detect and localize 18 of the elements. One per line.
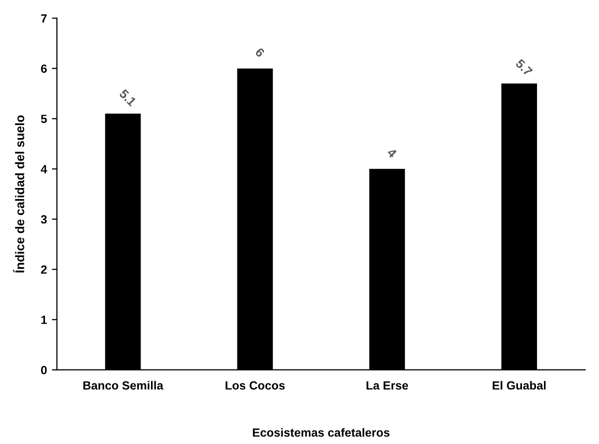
x-tick-label: Los Cocos xyxy=(226,381,285,390)
data-label: 5.1 xyxy=(118,88,137,107)
x-tick-label: Banco Semilla xyxy=(83,380,164,390)
y-tick-label: 1 xyxy=(41,316,47,324)
data-label: 6 xyxy=(254,47,266,58)
y-tick-label: 2 xyxy=(41,265,47,274)
x-tick-label: La Erse xyxy=(366,381,408,390)
x-axis-title: Ecosistemas cafetaleros xyxy=(252,428,390,437)
y-tick-label: 7 xyxy=(41,14,47,22)
data-label: 5.7 xyxy=(515,58,533,76)
y-tick-label: 3 xyxy=(40,215,47,224)
y-axis-title: Índice de calidad del suelo xyxy=(13,115,24,273)
y-tick-label: 5 xyxy=(40,114,47,124)
x-tick-label: El Guabal xyxy=(492,380,546,390)
y-tick-label: 4 xyxy=(40,165,48,174)
y-tick-label: 0 xyxy=(41,366,47,374)
data-label: 4 xyxy=(386,148,398,158)
y-tick-label: 6 xyxy=(41,64,47,73)
